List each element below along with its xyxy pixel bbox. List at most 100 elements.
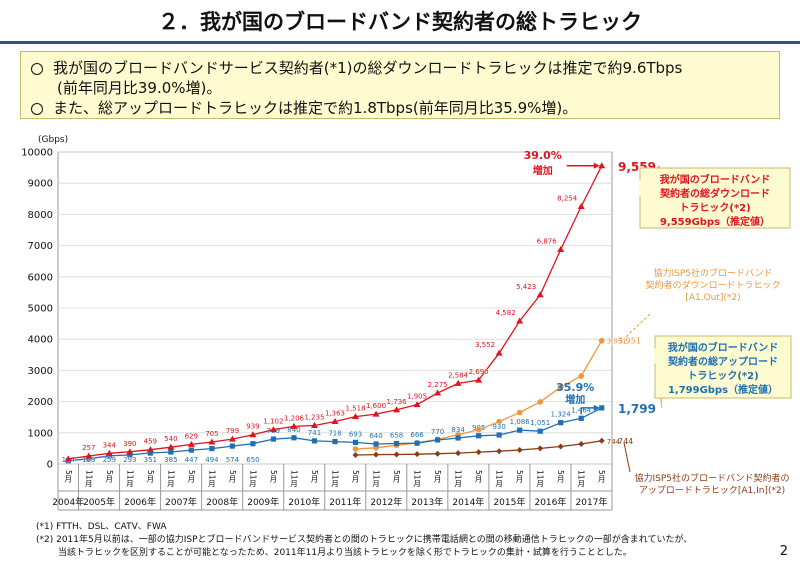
data-point-isp_down xyxy=(496,418,502,425)
data-label-total_down: 540 xyxy=(164,435,177,443)
callout-isp-down-text: [A1,Out](*2) xyxy=(685,293,740,303)
growth-up-sub: 増加 xyxy=(565,393,585,406)
data-point-isp_down xyxy=(537,399,543,405)
arrow-head-icon xyxy=(593,404,600,411)
data-label-total_up: 494 xyxy=(205,456,219,464)
data-label-isp_down: 3,951 xyxy=(607,338,627,346)
year-label: 2015年 xyxy=(493,496,525,508)
year-label: 2009年 xyxy=(247,496,279,508)
growth-down-sub: 増加 xyxy=(533,164,553,177)
data-point-isp_down xyxy=(352,446,359,452)
data-point-isp_up xyxy=(516,446,523,453)
data-point-total_up xyxy=(414,440,420,446)
data-label-total_up: 834 xyxy=(451,426,465,434)
data-point-total_up xyxy=(393,440,400,447)
data-point-total_up xyxy=(332,438,338,445)
data-point-total_down xyxy=(536,291,544,298)
data-point-total_up xyxy=(127,452,133,458)
data-label-total_down: 2,584 xyxy=(448,371,469,379)
data-point-total_down xyxy=(187,440,195,447)
data-point-isp_up xyxy=(557,443,564,450)
data-point-isp_up xyxy=(496,448,503,455)
data-label-total_down: 4,582 xyxy=(496,309,516,317)
x-period-label: 11月 xyxy=(413,470,422,488)
callout-total-up-text: 我が国のブロードバンド xyxy=(668,341,779,354)
y-axis-label: (Gbps) xyxy=(38,135,68,145)
data-point-total_up xyxy=(517,427,523,433)
callout-total-down-text: 我が国のブロードバンド xyxy=(660,173,771,186)
x-period-label: 5月 xyxy=(269,470,278,483)
y-tick-label: 6000 xyxy=(28,272,53,283)
year-label: 2007年 xyxy=(165,496,197,508)
data-label-total_up: 658 xyxy=(390,431,403,439)
summary-text-2: (前年同月比39.0%増)。 xyxy=(57,79,222,97)
x-period-label: 11月 xyxy=(248,470,257,488)
summary-line-2: (前年同月比39.0%増)。 xyxy=(57,77,221,98)
data-point-total_down xyxy=(454,379,462,386)
data-label-total_down: 8,254 xyxy=(557,194,578,202)
page-title: ２．我が国のブロードバンド契約者の総トラヒック xyxy=(157,10,643,34)
data-label-total_up: 574 xyxy=(226,456,240,464)
year-label: 2008年 xyxy=(206,496,238,508)
callout-total-down-text: 9,559Gbps（推定値） xyxy=(660,215,770,228)
callout-total-up-text: 1,799Gbps（推定値） xyxy=(668,383,778,396)
data-label-total_up: 640 xyxy=(369,432,382,440)
data-point-total_down xyxy=(167,443,175,450)
data-label-isp_up: 744 xyxy=(607,438,621,446)
summary-text-3: また、総アップロードトラヒックは推定で約1.8Tbps(前年同月比35.9%増)… xyxy=(53,99,578,117)
data-point-total_down xyxy=(249,431,257,438)
callout-total-up-box xyxy=(654,335,792,399)
data-point-isp_down xyxy=(475,426,482,433)
data-label-total_down: 1,518 xyxy=(345,405,365,413)
summary-line-1: 我が国のブロードバンドサービス契約者(*1)の総ダウンロードトラヒックは推定で約… xyxy=(31,57,682,78)
data-point-total_down xyxy=(208,438,216,445)
data-point-isp_down xyxy=(598,337,605,344)
y-tick-label: 10000 xyxy=(21,148,53,159)
footnote-3: 当該トラヒックを区別することが可能となったため、2011年11月より当該トラヒッ… xyxy=(58,548,632,558)
data-point-isp_up xyxy=(352,451,359,458)
data-point-total_down xyxy=(331,417,339,424)
summary-box: 我が国のブロードバンドサービス契約者(*1)の総ダウンロードトラヒックは推定で約… xyxy=(20,51,780,119)
x-period-label: 11月 xyxy=(166,470,175,488)
end-label-total-up: 1,799 xyxy=(618,402,656,416)
data-point-total_down xyxy=(352,413,360,420)
data-point-total_up xyxy=(147,450,153,456)
data-point-total_down xyxy=(85,452,93,459)
data-point-total_up xyxy=(106,453,112,459)
x-period-label: 5月 xyxy=(105,470,114,483)
data-label-total_down: 1,905 xyxy=(407,393,427,401)
year-label: 2016年 xyxy=(534,496,566,508)
year-label: 2017年 xyxy=(576,496,608,508)
footnote-2: (*2) 2011年5月以前は、一部の協力ISPとブロードバンドサービス契約者と… xyxy=(36,535,693,545)
data-label-total_up: 169 xyxy=(82,456,95,464)
data-point-total_up xyxy=(476,433,482,439)
data-label-total_down: 1,736 xyxy=(387,398,408,406)
x-period-label: 5月 xyxy=(187,470,196,483)
year-label: 2014年 xyxy=(452,496,484,508)
data-point-isp_up xyxy=(475,449,482,456)
bullet-circle-icon xyxy=(31,102,43,115)
page-number: 2 xyxy=(779,544,788,559)
data-label-total_down: 1,102 xyxy=(263,418,283,426)
title-rule xyxy=(0,41,800,44)
growth-up-value: 35.9% xyxy=(556,381,594,394)
y-tick-label: 9000 xyxy=(28,179,53,190)
x-period-label: 11月 xyxy=(536,470,545,488)
data-point-total_down xyxy=(126,448,134,455)
y-tick-label: 0 xyxy=(47,460,53,471)
x-period-label: 5月 xyxy=(146,470,155,483)
data-point-isp_up xyxy=(455,450,462,457)
data-label-total_down: 629 xyxy=(185,432,198,440)
data-point-total_down xyxy=(475,376,483,383)
x-period-label: 5月 xyxy=(310,470,319,483)
data-point-total_up xyxy=(537,428,543,434)
callout-total-up-text: トラヒック(*2) xyxy=(687,370,758,382)
data-point-total_up xyxy=(455,435,461,441)
x-period-label: 5月 xyxy=(392,470,401,483)
x-period-label: 5月 xyxy=(556,470,565,483)
x-period-label: 11月 xyxy=(125,470,134,488)
data-point-total_down xyxy=(598,162,606,169)
year-label: 2011年 xyxy=(329,496,361,508)
callout-total-down-text: 契約者の総ダウンロード xyxy=(660,187,770,200)
y-tick-label: 7000 xyxy=(28,241,53,252)
